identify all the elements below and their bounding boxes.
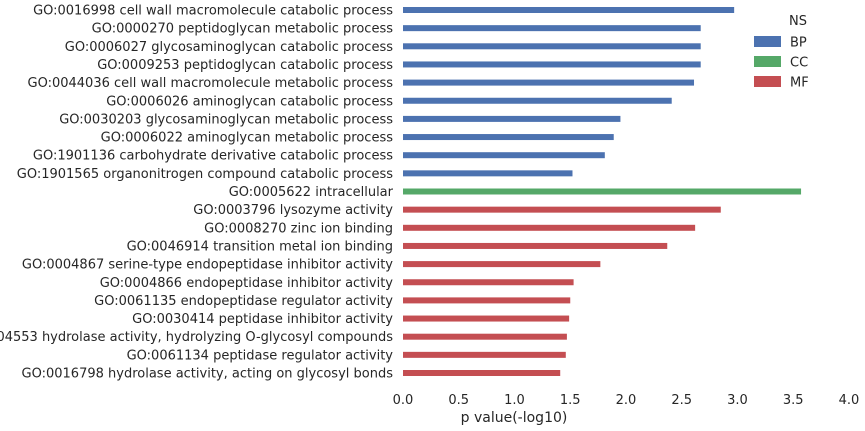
bar-bp: [403, 7, 735, 13]
category-label: GO:0061135 endopeptidase regulator activ…: [94, 294, 393, 309]
bars-group: [403, 7, 802, 376]
x-tick-label: 2.0: [616, 393, 637, 408]
category-label: GO:0000270 peptidoglycan metabolic proce…: [92, 22, 394, 37]
category-label: GO:0006022 aminoglycan metabolic process: [101, 131, 394, 146]
bar-mf: [403, 297, 571, 304]
bar-bp: [403, 61, 701, 68]
category-label: GO:0016998 cell wall macromolecule catab…: [33, 4, 393, 19]
bar-bp: [403, 115, 621, 122]
category-label: GO:0044036 cell wall macromolecule metab…: [28, 76, 394, 91]
category-label: GO:0004867 serine-type endopeptidase inh…: [22, 258, 393, 273]
x-tick-label: 0.5: [448, 393, 469, 408]
legend-swatch-mf: [754, 76, 781, 87]
bar-mf: [403, 315, 570, 322]
bar-bp: [403, 170, 573, 177]
legend: NS BP CC MF: [754, 14, 809, 91]
x-tick-label: 3.5: [783, 393, 804, 408]
bar-bp: [403, 134, 614, 141]
legend-label-mf: MF: [790, 76, 809, 91]
category-labels: GO:0016998 cell wall macromolecule catab…: [0, 4, 394, 382]
bar-bp: [403, 97, 672, 104]
bar-mf: [403, 333, 567, 340]
category-label: GO:0005622 intracellular: [229, 185, 394, 200]
x-tick-label: 1.0: [504, 393, 525, 408]
category-label: GO:0003796 lysozyme activity: [193, 203, 393, 218]
bar-mf: [403, 279, 574, 286]
x-tick-label: 1.5: [560, 393, 581, 408]
category-label: GO:0006026 aminoglycan catabolic process: [106, 94, 393, 109]
x-tick-label: 0.0: [393, 393, 414, 408]
bar-bp: [403, 25, 701, 32]
bar-bp: [403, 79, 695, 86]
category-label: GO:0030414 peptidase inhibitor activity: [132, 312, 393, 327]
category-label: GO:0004866 endopeptidase inhibitor activ…: [100, 276, 394, 291]
category-label: GO:1901565 organonitrogen compound catab…: [17, 167, 393, 182]
x-tick-label: 4.0: [839, 393, 860, 408]
bar-mf: [403, 351, 566, 358]
bar-mf: [403, 261, 601, 268]
legend-swatch-cc: [754, 56, 781, 67]
category-label: GO:0016798 hydrolase activity, acting on…: [22, 367, 394, 382]
bar-mf: [403, 370, 561, 376]
legend-label-bp: BP: [790, 36, 807, 51]
legend-label-cc: CC: [790, 56, 808, 71]
category-label: GO:0061134 peptidase regulator activity: [127, 348, 394, 363]
legend-swatch-bp: [754, 36, 781, 47]
bar-cc: [403, 188, 802, 195]
category-label: GO:0006027 glycosaminoglycan catabolic p…: [65, 40, 393, 55]
bar-mf: [403, 224, 696, 231]
category-label: GO:1901136 carbohydrate derivative catab…: [33, 149, 393, 164]
bar-bp: [403, 43, 701, 50]
bar-bp: [403, 152, 605, 159]
category-label: GO:0030203 glycosaminoglycan metabolic p…: [59, 112, 393, 127]
x-tick-label: 3.0: [727, 393, 748, 408]
bar-mf: [403, 242, 668, 249]
x-tick-label: 2.5: [671, 393, 692, 408]
legend-title: NS: [789, 14, 807, 29]
category-label: GO:0046914 transition metal ion binding: [127, 239, 393, 254]
x-axis-ticks: 0.0 0.5 1.0 1.5 2.0 2.5 3.0 3.5 4.0: [393, 393, 860, 408]
bar-mf: [403, 206, 721, 213]
category-label: GO:0008270 zinc ion binding: [204, 221, 393, 236]
category-label: GO:0009253 peptidoglycan catabolic proce…: [97, 58, 393, 73]
category-label: GO:0004553 hydrolase activity, hydrolyzi…: [0, 330, 393, 345]
x-axis-label: p value(-log10): [461, 410, 568, 426]
